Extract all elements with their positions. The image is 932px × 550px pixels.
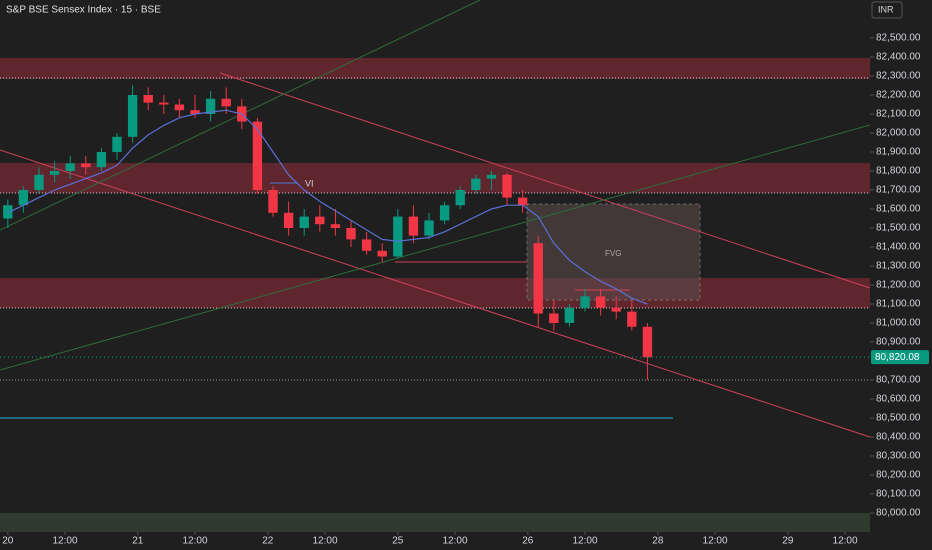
candle-body	[611, 307, 621, 312]
y-tick-label: 80,500.00	[876, 413, 921, 424]
candle-body	[455, 190, 465, 206]
candle-body	[143, 95, 153, 103]
y-tick-label: 80,700.00	[876, 375, 921, 386]
candle-body	[221, 98, 231, 107]
candle-body	[330, 224, 341, 228]
y-tick-label: 82,400.00	[876, 52, 921, 63]
y-tick-label: 80,400.00	[876, 432, 921, 443]
y-tick-label: 81,200.00	[876, 280, 921, 291]
candle-body	[190, 110, 200, 114]
candle-body	[174, 104, 185, 111]
candle-body	[283, 212, 294, 228]
y-tick-label: 80,200.00	[876, 470, 921, 481]
y-tick-label: 80,000.00	[876, 508, 921, 519]
y-tick-label: 80,900.00	[876, 337, 921, 348]
candle-body	[34, 174, 44, 190]
x-tick-label: 22	[262, 536, 274, 547]
y-tick-label: 80,600.00	[876, 394, 921, 405]
candle-body	[377, 250, 387, 257]
y-tick-label: 82,300.00	[876, 71, 921, 82]
x-tick-label: 12:00	[703, 536, 728, 547]
x-tick-label: 12:00	[312, 536, 337, 547]
channel-line	[219, 72, 871, 289]
y-tick-label: 81,700.00	[876, 185, 921, 196]
candle-body	[408, 216, 419, 236]
channel-line	[0, 149, 871, 438]
y-tick-label: 82,100.00	[876, 109, 921, 120]
x-tick-label: 12:00	[52, 536, 77, 547]
candle-body	[299, 216, 309, 228]
x-tick-label: 28	[652, 536, 664, 547]
y-tick-label: 80,100.00	[876, 489, 921, 500]
chart-title: S&P BSE Sensex Index · 15 · BSE	[6, 5, 161, 16]
fvg-box	[526, 203, 701, 301]
y-tick-label: 81,500.00	[876, 223, 921, 234]
y-tick-label: 80,300.00	[876, 451, 921, 462]
candle-body	[346, 228, 356, 240]
candle-body	[205, 98, 216, 114]
candle-body	[486, 174, 497, 179]
x-tick-label: 12:00	[573, 536, 598, 547]
time-scale	[0, 532, 870, 550]
candle-body	[315, 216, 325, 225]
candle-body	[564, 307, 575, 323]
candle-body	[268, 190, 278, 213]
y-tick-label: 82,200.00	[876, 90, 921, 101]
y-tick-label: 81,900.00	[876, 147, 921, 158]
demand-zone	[0, 513, 870, 532]
candle-body	[502, 174, 512, 198]
candle-body	[595, 296, 606, 308]
x-tick-label: 25	[392, 536, 404, 547]
last-price-box	[871, 350, 929, 365]
candle-body	[549, 313, 559, 323]
supply-zone	[0, 58, 870, 79]
last-price-label: 80,820.08	[875, 352, 920, 363]
candle-body	[49, 171, 60, 175]
moving-average	[7, 109, 648, 305]
x-tick-label: 12:00	[443, 536, 468, 547]
x-tick-label: 26	[522, 536, 534, 547]
y-tick-label: 81,000.00	[876, 318, 921, 329]
candle-body	[627, 311, 637, 327]
candle-body	[517, 197, 528, 206]
candle-body	[81, 163, 91, 168]
candle-body	[361, 239, 372, 251]
y-tick-label: 81,800.00	[876, 166, 921, 177]
y-tick-label: 82,000.00	[876, 128, 921, 139]
candle-body	[127, 95, 138, 137]
x-tick-label: 21	[132, 536, 144, 547]
x-tick-label: 29	[782, 536, 794, 547]
candle-body	[96, 152, 107, 168]
candle-body	[65, 163, 75, 171]
candle-body	[18, 190, 29, 206]
candle-body	[112, 136, 122, 152]
x-tick-label: 20	[2, 536, 14, 547]
currency: INR	[878, 4, 894, 14]
candle-body	[3, 205, 13, 219]
annotation: VI	[305, 178, 314, 188]
supply-zone	[0, 163, 870, 193]
candle-body	[424, 220, 434, 236]
currency-box	[871, 1, 903, 19]
candle-body	[533, 243, 543, 314]
x-tick-label: 12:00	[182, 536, 207, 547]
annotation: FVG	[605, 249, 621, 258]
candle-body	[580, 296, 590, 308]
x-tick-label: 12:00	[833, 536, 858, 547]
candle-body	[393, 216, 403, 257]
y-tick-label: 81,600.00	[876, 204, 921, 215]
drawings: VI FVG	[0, 0, 871, 532]
price-scale	[870, 0, 932, 550]
candle-body	[471, 178, 481, 190]
y-tick-label: 81,100.00	[876, 299, 921, 310]
y-tick-label: 82,500.00	[876, 33, 921, 44]
y-tick-label: 81,300.00	[876, 261, 921, 272]
candle-body	[252, 121, 263, 190]
candle-body	[159, 102, 169, 105]
candle-body	[439, 205, 450, 221]
y-tick-label: 81,400.00	[876, 242, 921, 253]
candle-body	[642, 326, 653, 358]
trend-line	[0, 124, 871, 371]
